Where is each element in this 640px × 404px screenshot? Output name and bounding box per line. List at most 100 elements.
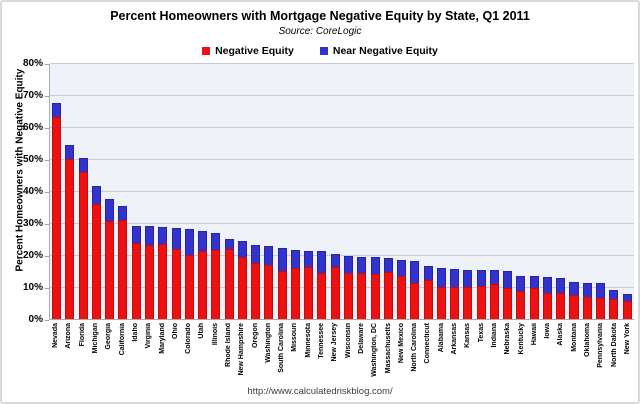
x-axis-label: New Hampshire <box>238 323 246 376</box>
bar-segment-negative-equity <box>516 290 526 319</box>
bar-segment-near-negative-equity <box>596 283 606 299</box>
bar-segment-negative-equity <box>317 273 327 319</box>
bars <box>50 64 634 319</box>
x-axis-label-cell: Iowa <box>541 323 554 385</box>
x-axis-label: Rhode Island <box>225 323 232 367</box>
x-axis-label-cell: South Carolina <box>275 323 288 385</box>
bar-washington <box>262 64 275 319</box>
bar-new-mexico <box>395 64 408 319</box>
x-axis-label: New Mexico <box>397 323 405 364</box>
bar-segment-negative-equity <box>251 262 261 319</box>
bar-texas <box>475 64 488 319</box>
x-axis-label: Missouri <box>291 323 299 352</box>
x-axis-label: Oregon <box>251 323 259 348</box>
x-axis-label-cell: Delaware <box>355 323 368 385</box>
x-axis-label-cell: New Mexico <box>395 323 408 385</box>
bar-stack <box>211 232 221 319</box>
bar-stack <box>476 270 486 319</box>
x-axis-label-cell: New Hampshire <box>235 323 248 385</box>
bar-stack <box>609 290 619 319</box>
y-axis-tick-label: 80% <box>22 58 43 69</box>
bar-hawaii <box>528 64 541 319</box>
x-axis-label-cell: Illinois <box>209 323 222 385</box>
x-axis-label: Wisconsin <box>344 323 352 358</box>
negative-equity-swatch-icon <box>202 47 211 55</box>
bar-oklahoma <box>581 64 594 319</box>
bar-stack <box>596 283 606 319</box>
x-axis-label: Arkansas <box>451 323 459 355</box>
x-axis-label: Arizona <box>65 323 73 349</box>
bar-segment-near-negative-equity <box>78 158 88 172</box>
bar-arizona <box>63 64 76 319</box>
bar-stack <box>436 268 446 319</box>
bar-segment-near-negative-equity <box>516 276 526 291</box>
x-axis-label: Indiana <box>490 323 498 348</box>
x-axis-label-cell: New York <box>621 323 634 385</box>
x-axis-label-cell: Georgia <box>102 323 115 385</box>
bar-georgia <box>103 64 116 319</box>
bar-maryland <box>156 64 169 319</box>
bar-segment-negative-equity <box>556 292 566 319</box>
bar-segment-near-negative-equity <box>224 238 234 249</box>
bar-segment-negative-equity <box>423 279 433 319</box>
x-axis-label-cell: Massachusetts <box>381 323 394 385</box>
chart-source: Source: CoreLogic <box>278 26 362 37</box>
x-axis-label-cell: Michigan <box>89 323 102 385</box>
bar-new-jersey <box>329 64 342 319</box>
legend-label: Negative Equity <box>215 45 294 57</box>
x-axis-label: Connecticut <box>424 323 432 364</box>
x-axis-label-cell: Nevada <box>49 323 62 385</box>
bar-indiana <box>488 64 501 319</box>
bar-stack <box>251 244 261 319</box>
bar-segment-near-negative-equity <box>370 256 380 275</box>
legend-label: Near Negative Equity <box>332 45 438 57</box>
bar-segment-near-negative-equity <box>463 270 473 287</box>
bar-stack <box>582 283 592 319</box>
gridline <box>50 127 634 128</box>
bar-california <box>116 64 129 319</box>
bar-segment-negative-equity <box>450 287 460 319</box>
x-axis-label-cell: Pennsylvania <box>594 323 607 385</box>
bar-segment-negative-equity <box>237 256 247 319</box>
x-axis-label: California <box>118 323 126 356</box>
bar-new-york <box>620 64 633 319</box>
bar-segment-negative-equity <box>304 266 314 319</box>
x-axis-label: Florida <box>78 323 86 347</box>
bar-stack <box>423 266 433 319</box>
bar-segment-negative-equity <box>330 266 340 319</box>
x-axis-label-cell: Wisconsin <box>342 323 355 385</box>
bar-stack <box>144 226 154 319</box>
bar-stack <box>198 230 208 319</box>
x-axis-label: Michigan <box>92 323 100 354</box>
bar-montana <box>567 64 580 319</box>
bar-stack <box>556 277 566 319</box>
bar-alaska <box>554 64 567 319</box>
y-axis-tick-label: 0% <box>28 314 43 325</box>
bar-minnesota <box>302 64 315 319</box>
bar-south-carolina <box>276 64 289 319</box>
x-axis-label: Illinois <box>211 323 219 346</box>
x-axis-label-cell: Kansas <box>461 323 474 385</box>
bar-segment-near-negative-equity <box>383 257 393 273</box>
bar-segment-negative-equity <box>264 264 274 319</box>
bar-segment-negative-equity <box>503 288 513 319</box>
bar-stack <box>370 256 380 319</box>
bar-segment-near-negative-equity <box>131 225 141 243</box>
x-axis-label: Washington <box>264 323 272 363</box>
bar-segment-negative-equity <box>463 287 473 319</box>
x-axis-label: South Carolina <box>278 323 286 373</box>
y-axis-labels: 0% 10% 20% 30% 40% 50% 60% 70% 80% <box>2 58 43 325</box>
bar-segment-negative-equity <box>436 287 446 319</box>
bar-stack <box>622 293 632 319</box>
x-axis-label-cell: Oregon <box>248 323 261 385</box>
bar-stack <box>569 281 579 319</box>
x-axis-label: Nebraska <box>504 323 512 355</box>
x-axis-label-cell: Ohio <box>169 323 182 385</box>
bar-kentucky <box>514 64 527 319</box>
bar-segment-negative-equity <box>343 273 353 319</box>
bar-segment-near-negative-equity <box>423 266 433 280</box>
bar-segment-near-negative-equity <box>317 250 327 274</box>
bar-utah <box>196 64 209 319</box>
gridline <box>50 287 634 288</box>
bar-florida <box>77 64 90 319</box>
